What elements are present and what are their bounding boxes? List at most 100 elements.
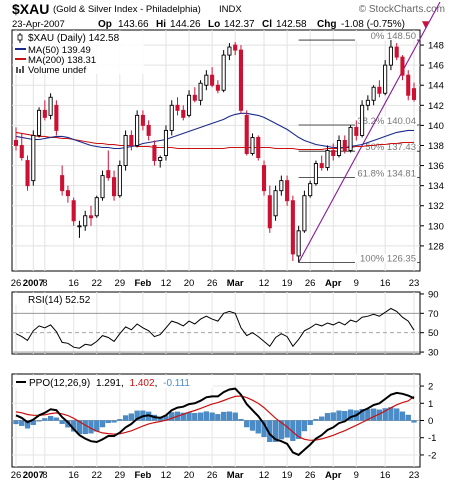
candle-body [313, 163, 318, 185]
price-ytick-label: 138 [428, 141, 444, 152]
ppo-histogram-bar [307, 420, 313, 425]
close-value: 142.58 [276, 19, 307, 30]
candle-body [354, 126, 359, 136]
x-axis-label: 29 [115, 470, 126, 481]
candle-body [169, 104, 174, 131]
ppo-histogram-bar [48, 416, 54, 421]
exchange-label: INDX [219, 4, 242, 15]
ppo-signal-value: 1.402 [130, 378, 155, 389]
x-axis-label: 16 [380, 470, 391, 481]
ppo-histogram-bar [324, 413, 331, 421]
candle-body [296, 230, 301, 257]
rsi-panel [11, 291, 421, 355]
high-label: Hi [156, 19, 166, 30]
ppo-histogram-bar [272, 420, 279, 442]
fib-level-label: 38.2% 140.04 [357, 116, 416, 127]
fib-level-label: 100% 126.35 [360, 253, 416, 264]
ppo-histogram-bar [128, 413, 134, 421]
x-axis-label: 26 [305, 278, 316, 289]
price-ytick-label: 128 [428, 241, 444, 252]
candle-body [371, 86, 376, 101]
open-label: Op [98, 19, 112, 30]
x-axis-label: 26 [11, 278, 22, 289]
x-axis-label: Apr [325, 470, 342, 481]
ppo-ytick-label: 2 [428, 382, 433, 393]
ppo-histogram-bar [221, 411, 227, 421]
candle-body [60, 175, 65, 192]
candle-body [135, 114, 140, 146]
candle-body [227, 46, 232, 56]
index-name: (Gold & Silver Index - Philadelphia) [53, 4, 201, 15]
ppo-histogram-bar [209, 412, 215, 421]
ppo-value: 1.291 [96, 378, 121, 389]
candle-body [406, 74, 411, 96]
x-axis-label: 22 [91, 278, 102, 289]
open-value: 143.66 [118, 19, 149, 30]
ppo-ytick-label: -1 [428, 433, 436, 444]
candle-body [83, 215, 88, 227]
ppo-ytick-label: 1 [428, 399, 433, 410]
symbol-title: $XAU [12, 1, 49, 17]
candle-body [117, 165, 122, 197]
x-axis-label: 16 [68, 470, 79, 481]
ppo-histogram-bar [59, 420, 65, 424]
price-panel [11, 29, 421, 272]
x-axis-label: 2007 [23, 470, 44, 481]
ppo-histogram-bar [301, 420, 308, 432]
candle-body [88, 215, 94, 219]
ppo-ytick-label: -2 [428, 450, 436, 461]
candle-body [163, 129, 169, 156]
x-axis-label: 20 [184, 470, 195, 481]
x-axis-label: 26 [305, 470, 316, 481]
candle-body [106, 170, 111, 179]
candle-body [158, 157, 163, 161]
candle-body [146, 124, 151, 136]
ppo-histogram-bar [197, 412, 204, 421]
fib-level-label: 0% 148.50 [371, 31, 416, 42]
candle-body [54, 104, 59, 131]
candle-body [198, 82, 203, 101]
down-arrow-icon: ▼ [422, 20, 429, 30]
rsi-ytick-label: 90 [428, 289, 439, 300]
ppo-histogram-bar [319, 416, 325, 421]
ppo-histogram-bar [19, 420, 25, 426]
ppo-histogram-bar [382, 408, 388, 421]
ppo-histogram-bar [122, 415, 129, 421]
candle-body [71, 200, 76, 222]
candle-body [319, 163, 324, 169]
low-label: Lo [208, 19, 220, 30]
x-axis-label: 29 [115, 278, 126, 289]
candle-body [256, 136, 261, 158]
candle-body [25, 160, 30, 187]
rsi-ytick-label: 70 [428, 309, 439, 320]
x-axis-label: 19 [282, 470, 293, 481]
source-credit: © StockCharts.com [359, 4, 445, 15]
fib-label-bg [355, 31, 417, 41]
candle-body [238, 49, 244, 111]
x-axis-label: Mar [227, 470, 244, 481]
candle-body [308, 183, 313, 197]
ppo-histogram-bar [238, 418, 244, 421]
x-axis-label: 23 [409, 470, 420, 481]
candle-body [181, 109, 186, 118]
ppo-histogram-bar [313, 418, 319, 421]
fib-level-label: 50% 137.43 [365, 142, 416, 153]
ppo-histogram-bar [405, 414, 411, 421]
candle-body [279, 180, 284, 192]
candle-body [273, 190, 278, 217]
fib-label-bg [355, 253, 417, 263]
legend-volume: Volume undef [28, 65, 86, 76]
ppo-histogram-bar [53, 417, 59, 421]
candle-body [331, 150, 336, 156]
ppo-histogram-bar [13, 420, 19, 425]
fib-label-bg [355, 142, 417, 152]
candle-body [325, 150, 330, 169]
x-axis-label: 9 [354, 470, 359, 481]
ppo-histogram-bar [394, 408, 400, 421]
x-axis-label: 26 [11, 470, 22, 481]
ppo-histogram-bar [36, 420, 42, 422]
candle-body [210, 74, 215, 86]
ppo-histogram-bar [244, 420, 250, 428]
price-ytick-label: 130 [428, 221, 444, 232]
